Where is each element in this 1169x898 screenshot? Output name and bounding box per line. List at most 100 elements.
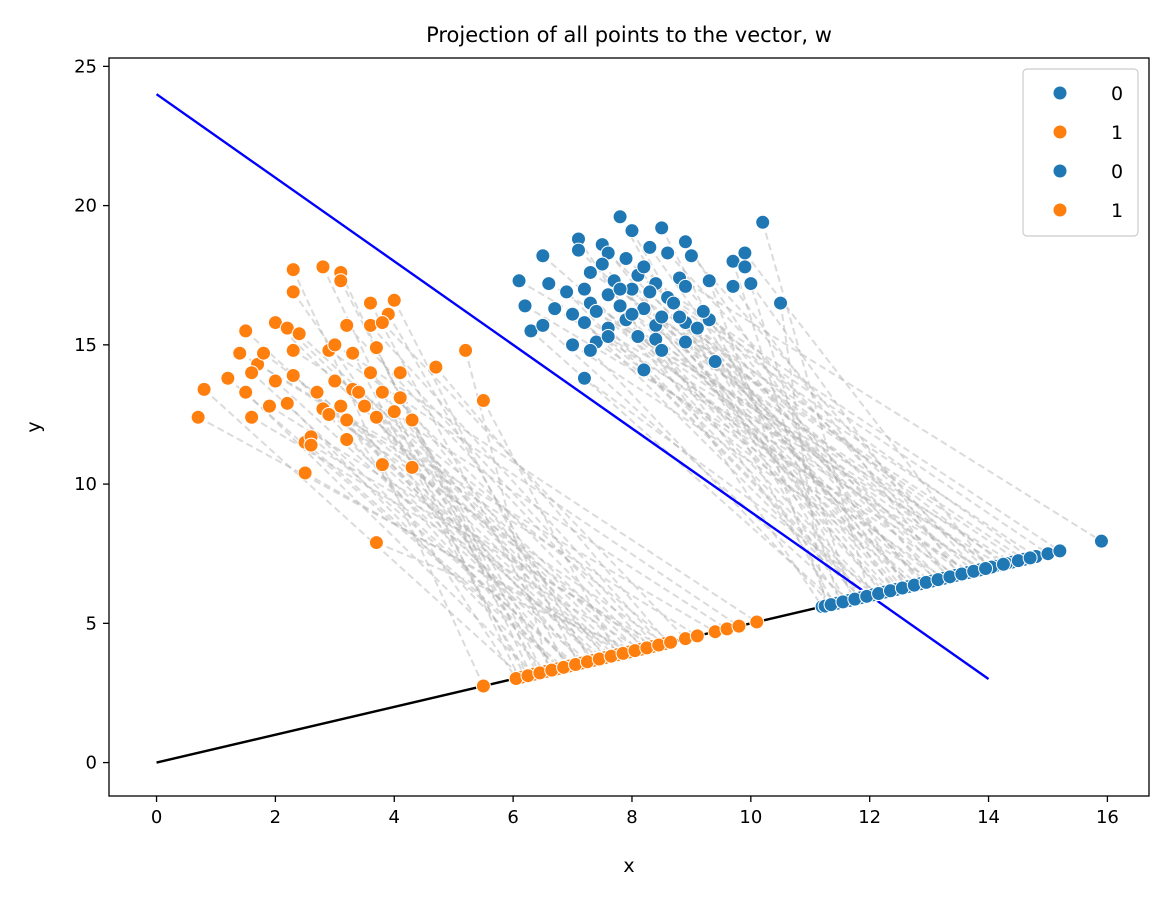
projection-line	[292, 349, 728, 630]
data-point	[374, 384, 390, 400]
projection-line	[375, 416, 529, 677]
data-point	[238, 323, 254, 339]
projected-point	[475, 678, 491, 694]
chart-title: Projection of all points to the vector, …	[426, 23, 832, 47]
projection-line	[381, 463, 600, 660]
projection-line	[345, 419, 517, 680]
data-point	[588, 303, 604, 319]
projection-line	[613, 279, 1037, 558]
projection-line	[690, 255, 978, 572]
data-point	[256, 345, 272, 361]
data-point	[517, 298, 533, 314]
y-tick-label: 15	[74, 335, 97, 356]
data-point	[695, 303, 711, 319]
data-point	[642, 239, 658, 255]
projection-line	[732, 260, 841, 603]
projection-line	[310, 435, 577, 666]
projection-line	[203, 388, 523, 678]
data-point	[570, 242, 586, 258]
data-point	[220, 370, 236, 386]
projection-line	[607, 335, 957, 577]
y-axis-ticks: 0 5 10 15 20 25	[74, 56, 109, 774]
data-point	[339, 412, 355, 428]
projection-line	[643, 307, 1019, 562]
projection-line	[619, 288, 963, 575]
projection-line	[339, 280, 544, 673]
y-tick-label: 20	[74, 196, 97, 217]
projection-line	[310, 444, 660, 646]
data-point	[458, 342, 474, 358]
projection-lines	[197, 216, 1102, 687]
data-point	[624, 223, 640, 239]
data-point	[315, 259, 331, 275]
projection-line	[631, 288, 901, 590]
data-point	[737, 245, 753, 261]
data-point	[475, 393, 491, 409]
y-tick-label: 25	[74, 56, 97, 77]
boundary-line	[155, 93, 990, 681]
data-point	[327, 337, 343, 353]
data-point	[755, 214, 771, 230]
data-point	[618, 251, 634, 267]
data-point	[428, 359, 444, 375]
x-tick-label: 0	[151, 807, 162, 828]
projection-line	[678, 277, 1102, 543]
projection-line	[340, 405, 571, 667]
projection-line	[637, 335, 969, 574]
data-point	[576, 315, 592, 331]
data-point	[321, 406, 337, 422]
legend-label: 1	[1111, 200, 1123, 222]
data-point	[535, 248, 551, 264]
projected-point	[749, 614, 765, 630]
projected-point	[995, 556, 1011, 572]
x-tick-label: 2	[270, 807, 281, 828]
projection-line	[381, 321, 687, 640]
projection-line	[643, 369, 868, 598]
data-point	[630, 328, 646, 344]
data-point	[612, 281, 628, 297]
projection-line	[678, 316, 975, 573]
projection-line	[334, 344, 758, 623]
projection-line	[244, 391, 535, 676]
data-point	[677, 334, 693, 350]
projection-line	[684, 321, 910, 588]
data-point	[654, 220, 670, 236]
projection-line	[376, 541, 636, 652]
data-point	[576, 281, 592, 297]
projection-line	[351, 352, 526, 677]
data-point	[285, 342, 301, 358]
projection-line	[411, 466, 612, 657]
data-point	[612, 298, 628, 314]
projection-line	[601, 243, 883, 594]
data-point	[404, 412, 420, 428]
data-point	[368, 409, 384, 425]
data-point	[339, 432, 355, 448]
data-point	[677, 234, 693, 250]
data-point	[654, 309, 670, 325]
data-point	[737, 259, 753, 275]
projected-point	[689, 628, 705, 644]
projected-point	[1022, 550, 1038, 566]
legend-label: 1	[1111, 122, 1123, 144]
projection-line	[387, 313, 592, 662]
data-point	[285, 262, 301, 278]
projection-line	[411, 419, 553, 671]
projection-line	[351, 388, 633, 652]
projection-line	[524, 304, 972, 573]
projection-line	[595, 310, 939, 581]
projection-line	[732, 285, 948, 578]
projection-line	[595, 341, 945, 580]
scatter-points	[190, 209, 1109, 694]
data-point	[232, 345, 248, 361]
projection-line	[357, 391, 672, 644]
projection-line	[345, 324, 651, 648]
projection-line	[262, 352, 648, 649]
legend-marker	[1053, 164, 1067, 178]
data-point	[701, 273, 717, 289]
data-point	[773, 295, 789, 311]
projection-line	[399, 372, 657, 647]
projected-point	[978, 560, 994, 576]
x-axis-ticks: 0 2 4 6 8 10 12 14 16	[151, 796, 1119, 828]
projection-line	[369, 371, 645, 650]
projected-point	[1052, 543, 1068, 559]
